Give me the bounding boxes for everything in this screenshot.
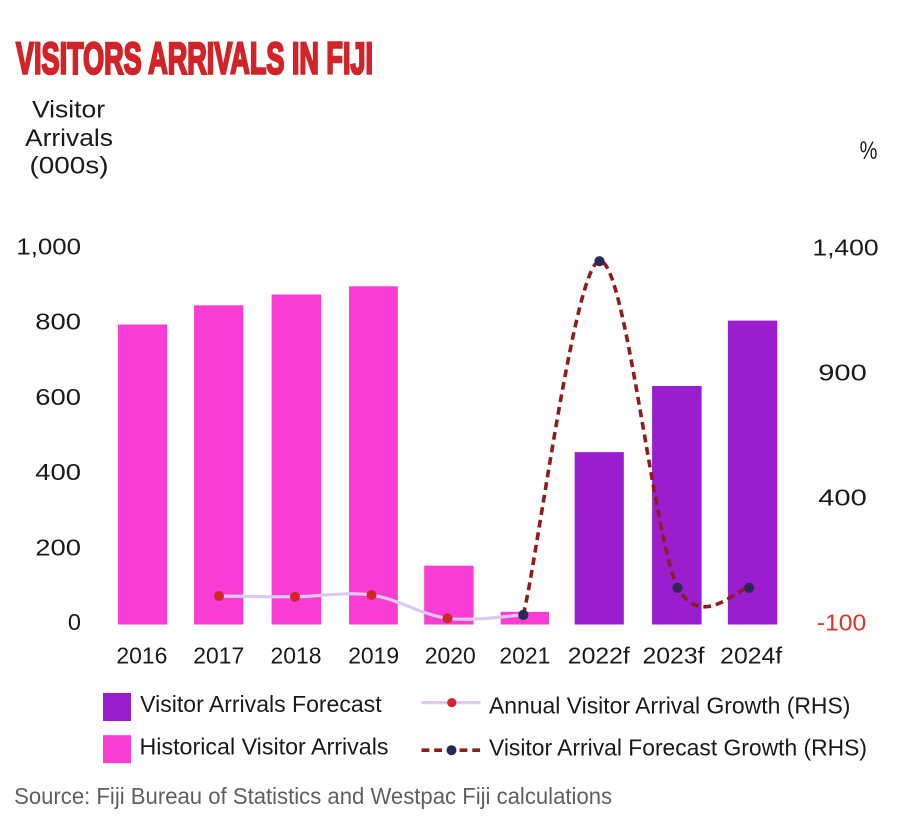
svg-text:400: 400 [818, 485, 867, 511]
svg-text:2023f: 2023f [643, 643, 705, 669]
svg-text:Visitor Arrival Forecast Growt: Visitor Arrival Forecast Growth (RHS) [489, 735, 867, 761]
svg-text:2021: 2021 [499, 643, 550, 669]
svg-text:1,400: 1,400 [812, 234, 878, 260]
svg-text:800: 800 [35, 309, 81, 335]
svg-text:2018: 2018 [271, 643, 322, 669]
svg-text:2022f: 2022f [568, 643, 630, 669]
svg-text:-100: -100 [817, 609, 867, 635]
svg-text:Source: Fiji Bureau of Statist: Source: Fiji Bureau of Statistics and We… [14, 783, 612, 809]
svg-text:Annual Visitor Arrival Growth: Annual Visitor Arrival Growth (RHS) [489, 693, 850, 719]
svg-text:Visitor: Visitor [32, 97, 105, 124]
svg-text:200: 200 [35, 534, 81, 560]
svg-text:2024f: 2024f [720, 643, 782, 669]
svg-text:900: 900 [818, 359, 867, 385]
svg-text:400: 400 [35, 459, 81, 485]
svg-text:(000s): (000s) [30, 153, 109, 180]
svg-text:0: 0 [68, 609, 81, 635]
svg-text:Visitor Arrivals Forecast: Visitor Arrivals Forecast [140, 691, 382, 717]
svg-text:2019: 2019 [348, 643, 399, 669]
svg-text:1,000: 1,000 [16, 234, 81, 260]
svg-text:Arrivals: Arrivals [25, 125, 113, 152]
svg-text:VISITORS ARRIVALS IN FIJI: VISITORS ARRIVALS IN FIJI [16, 35, 373, 84]
svg-text:2020: 2020 [425, 643, 476, 669]
svg-text:2017: 2017 [193, 643, 244, 669]
svg-text:600: 600 [35, 384, 81, 410]
svg-text:Historical Visitor Arrivals: Historical Visitor Arrivals [140, 734, 389, 760]
svg-text:%: % [860, 137, 878, 165]
svg-text:2016: 2016 [116, 643, 167, 669]
